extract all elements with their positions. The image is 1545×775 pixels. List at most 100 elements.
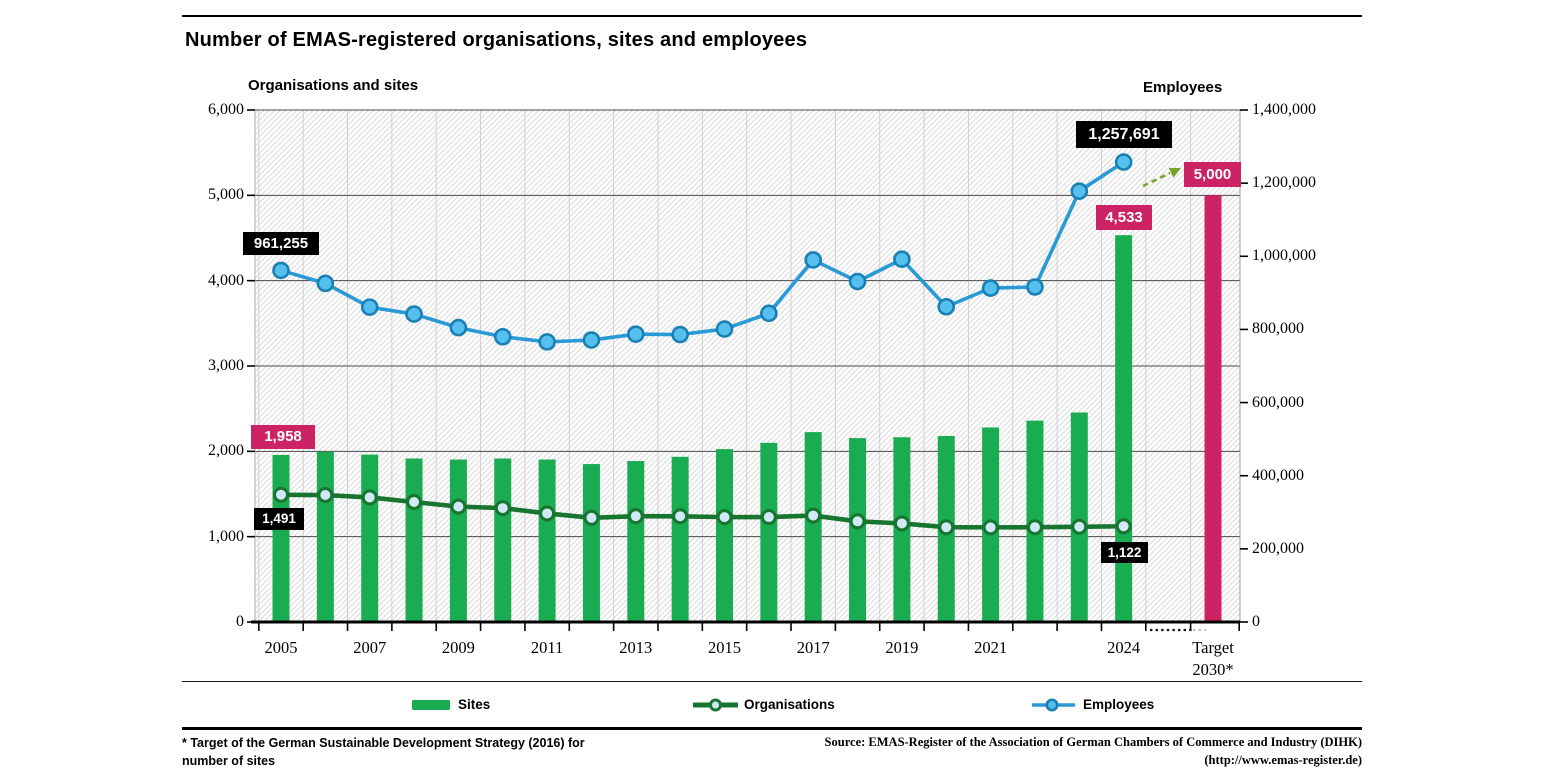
employees-point-2007 — [360, 298, 379, 316]
left-axis-label-3,000: 3,000 — [208, 357, 244, 374]
sites-bar-2015 — [716, 449, 733, 622]
sites-bar-2008 — [405, 458, 423, 622]
employees-point-2016 — [760, 304, 778, 323]
organisations-point-2021 — [982, 519, 999, 536]
x-axis-label-2024: 2024 — [1107, 638, 1141, 657]
x-axis-label-2007: 2007 — [353, 638, 387, 657]
x-axis-label-2019: 2019 — [885, 638, 919, 657]
employees-line-marker-icon — [1031, 697, 1079, 713]
bottom-rule — [182, 727, 1362, 730]
footnote: * Target of the German Sustainable Devel… — [182, 735, 802, 770]
legend-label-sites: Sites — [458, 697, 491, 712]
footnote-line2: number of sites — [182, 753, 276, 768]
annotation-target-5000: 5,000 — [1184, 162, 1241, 187]
sites-bar-2010 — [494, 458, 512, 622]
organisations-point-2022 — [1026, 519, 1043, 536]
right-axis-label-800,000: 800,000 — [1252, 320, 1304, 338]
employees-point-2015 — [715, 320, 734, 338]
source-line1: Source: EMAS-Register of the Association… — [824, 735, 1362, 749]
source-credit: Source: EMAS-Register of the Association… — [742, 733, 1362, 769]
organisations-point-2013 — [627, 508, 644, 525]
organisations-point-2015 — [716, 509, 733, 526]
organisations-point-2014 — [672, 508, 689, 525]
employees-point-2006 — [316, 274, 335, 293]
employees-point-2012 — [582, 331, 601, 349]
sites-bar-swatch-icon — [412, 699, 452, 711]
sites-bar-2023 — [1070, 412, 1088, 622]
right-axis-label-1,200,000: 1,200,000 — [1252, 174, 1316, 192]
x-axis-label-2011: 2011 — [530, 638, 564, 657]
x-axis-label-2021: 2021 — [974, 638, 1008, 657]
target-arrow-shaft — [1142, 171, 1171, 188]
right-axis-title: Employees — [1143, 79, 1223, 96]
organisations-point-2019 — [893, 515, 910, 532]
right-axis-label-1,000,000: 1,000,000 — [1252, 247, 1316, 265]
legend-separator — [182, 681, 1362, 682]
right-axis-label-400,000: 400,000 — [1252, 466, 1304, 484]
organisations-point-2005 — [273, 486, 289, 503]
legend-label-employees: Employees — [1083, 697, 1155, 712]
left-axis-label-1,000: 1,000 — [208, 527, 244, 545]
organisations-point-2011 — [539, 505, 556, 522]
chart-title: Number of EMAS-registered organisations,… — [185, 29, 808, 51]
employees-point-2010 — [493, 327, 512, 346]
employees-point-2017 — [804, 251, 823, 269]
x-axis-label-2015: 2015 — [708, 638, 741, 657]
right-axis-label-1,400,000: 1,400,000 — [1252, 101, 1316, 118]
right-axis-label-200,000: 200,000 — [1252, 539, 1304, 557]
top-rule — [182, 15, 1362, 17]
organisations-point-2009 — [450, 498, 467, 515]
x-axis-label-2009: 2009 — [441, 638, 475, 657]
legend-label-organisations: Organisations — [744, 697, 835, 712]
left-axis-title: Organisations and sites — [248, 77, 419, 94]
target-2030-bar — [1204, 195, 1222, 623]
employees-point-2011 — [538, 333, 556, 351]
employees-point-2020 — [937, 297, 956, 316]
organisations-point-2016 — [760, 509, 777, 526]
sites-bar-2017 — [804, 432, 822, 622]
employees-point-2008 — [405, 305, 423, 323]
annotation-employees-2005: 961,255 — [243, 232, 319, 255]
sites-bar-2007 — [361, 454, 379, 622]
annotation-organisations-2024: 1,122 — [1101, 542, 1148, 563]
employees-point-2019 — [893, 250, 911, 269]
left-axis-label-6,000: 6,000 — [208, 101, 244, 118]
sites-bar-2014 — [671, 456, 689, 622]
sites-bar-2009 — [449, 459, 467, 622]
employees-point-2014 — [671, 325, 689, 344]
left-axis-label-5,000: 5,000 — [208, 186, 244, 204]
left-axis-label-2,000: 2,000 — [208, 442, 244, 460]
employees-point-2009 — [449, 318, 468, 337]
right-axis-label-0: 0 — [1252, 613, 1260, 630]
x-axis-label-2013: 2013 — [619, 638, 653, 657]
organisations-point-2008 — [406, 494, 423, 511]
right-axis-label-600,000: 600,000 — [1252, 393, 1304, 411]
organisations-point-2012 — [583, 509, 600, 526]
employees-point-2018 — [848, 272, 867, 291]
sites-bar-2012 — [582, 464, 600, 622]
sites-bar-2013 — [627, 461, 645, 622]
x-axis-label-2017: 2017 — [796, 638, 830, 657]
source-line2: (http://www.emas-register.de) — [1204, 753, 1362, 768]
annotation-organisations-2005: 1,491 — [254, 508, 304, 530]
sites-bar-2016 — [760, 442, 778, 622]
x-axis-label-2005: 2005 — [264, 638, 298, 657]
sites-bar-2005 — [272, 454, 290, 622]
organisations-line-marker-icon — [692, 697, 740, 713]
organisations-point-2023 — [1071, 518, 1088, 535]
organisations-point-2020 — [938, 519, 955, 536]
annotation-employees-2024: 1,257,691 — [1076, 121, 1172, 148]
employees-point-2021 — [981, 279, 1000, 297]
x-label-target-line2: 2030* — [1192, 660, 1234, 679]
left-axis-label-0: 0 — [236, 613, 244, 630]
footnote-line1: * Target of the German Sustainable Devel… — [182, 736, 585, 750]
organisations-point-2006 — [317, 487, 334, 504]
sites-bar-2024 — [1115, 235, 1133, 622]
employees-point-2013 — [626, 325, 645, 343]
x-label-target-line1: Target — [1192, 638, 1234, 657]
sites-bar-2006 — [316, 451, 334, 622]
organisations-point-2024 — [1115, 518, 1132, 535]
annotation-sites-2005: 1,958 — [251, 425, 315, 449]
